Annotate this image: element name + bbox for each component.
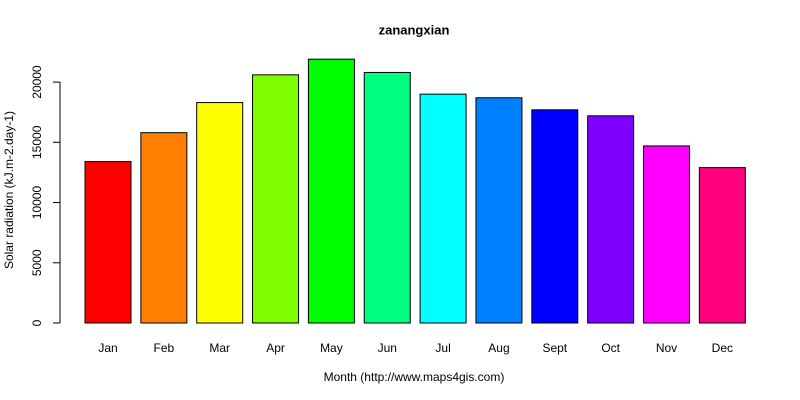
bar — [475, 97, 523, 324]
bar — [196, 102, 244, 324]
x-tick-label: Jun — [378, 341, 397, 355]
y-tick-label: 5000 — [30, 249, 44, 276]
bar — [698, 167, 746, 324]
x-tick-label: Dec — [712, 341, 733, 355]
x-tick-label: Nov — [656, 341, 677, 355]
bar — [587, 115, 635, 324]
x-tick-label: Oct — [601, 341, 620, 355]
x-tick-label: Jul — [435, 341, 450, 355]
bar — [84, 161, 132, 324]
bar — [419, 93, 467, 324]
bar — [252, 74, 300, 324]
x-tick-label: Mar — [209, 341, 230, 355]
bar — [531, 109, 579, 324]
bar — [643, 145, 690, 324]
y-tick-label: 20000 — [30, 65, 44, 99]
bar — [140, 132, 188, 324]
x-tick-label: Aug — [488, 341, 509, 355]
chart-title: zanangxian — [379, 22, 450, 37]
x-tick-label: Apr — [266, 341, 285, 355]
x-axis-label: Month (http://www.maps4gis.com) — [324, 370, 505, 384]
y-axis-label: Solar radiation (kJ.m-2.day-1) — [2, 111, 16, 269]
y-tick-label: 15000 — [30, 125, 44, 159]
bar — [307, 58, 355, 324]
x-tick-label: May — [320, 341, 343, 355]
y-tick-label: 10000 — [30, 186, 44, 220]
x-tick-label: Sept — [542, 341, 567, 355]
bar — [363, 71, 411, 324]
y-tick-label: 0 — [30, 319, 44, 326]
x-tick-label: Feb — [154, 341, 175, 355]
x-tick-label: Jan — [98, 341, 117, 355]
